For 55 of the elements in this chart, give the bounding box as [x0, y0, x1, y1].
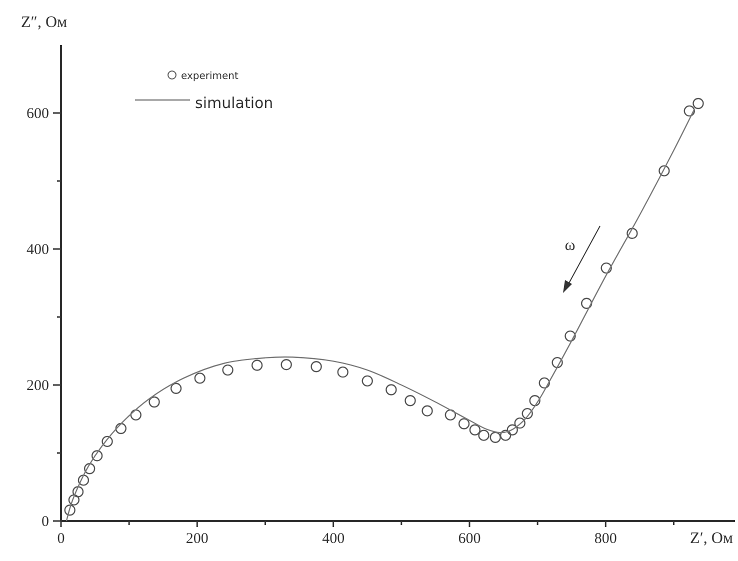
- point: [692, 98, 704, 110]
- point: [194, 372, 206, 384]
- point: [529, 395, 540, 406]
- y-tick-label: 0: [42, 514, 49, 530]
- point: [490, 432, 501, 443]
- y-tick-label: 200: [26, 378, 49, 394]
- point: [386, 384, 397, 396]
- point: [148, 396, 160, 408]
- point: [170, 382, 182, 394]
- x-axis-title: Z′, Ом: [690, 530, 733, 547]
- point: [222, 364, 234, 376]
- point: [115, 422, 127, 434]
- x-tick-label: 600: [458, 531, 481, 547]
- point: [458, 418, 470, 430]
- point: [280, 359, 292, 370]
- point: [522, 408, 533, 420]
- point: [78, 474, 90, 486]
- point: [251, 360, 263, 371]
- x-tick-label: 800: [594, 531, 617, 547]
- point: [626, 228, 638, 239]
- point: [337, 366, 348, 378]
- point: [538, 377, 550, 389]
- y-axis-title: Z″, Ом: [21, 14, 68, 31]
- point: [102, 436, 113, 448]
- point: [552, 356, 563, 368]
- x-tick-label: 400: [322, 531, 345, 547]
- legend-label: simulation: [195, 94, 274, 112]
- annotation: ω: [564, 237, 576, 254]
- point: [658, 165, 670, 176]
- point: [469, 424, 481, 436]
- point: [64, 504, 76, 516]
- point: [362, 375, 373, 387]
- point: [84, 463, 96, 474]
- point: [684, 105, 695, 117]
- point: [72, 486, 84, 498]
- point: [422, 405, 433, 416]
- point: [68, 494, 80, 506]
- point: [500, 430, 512, 441]
- point: [600, 262, 612, 274]
- point: [506, 424, 518, 436]
- y-tick-label: 600: [26, 106, 49, 122]
- legend-label: experiment: [181, 71, 239, 82]
- point: [91, 450, 103, 462]
- y-tick-label: 400: [26, 242, 49, 258]
- point: [310, 361, 322, 372]
- point: [580, 298, 592, 309]
- point: [564, 330, 576, 342]
- x-tick-label: 200: [186, 531, 208, 547]
- point: [444, 409, 456, 421]
- point: [478, 430, 490, 441]
- x-tick-label: 0: [57, 531, 65, 547]
- point: [130, 409, 142, 421]
- point: [404, 395, 416, 406]
- line-series: [66, 109, 695, 522]
- point: [514, 417, 526, 429]
